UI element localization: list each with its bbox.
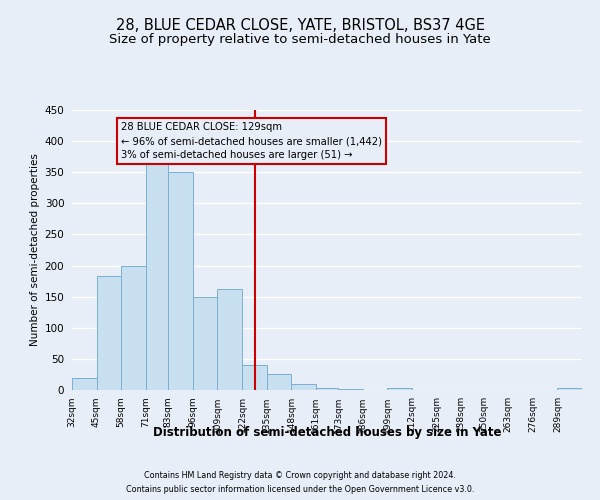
Bar	[217, 288, 242, 390]
Bar	[557, 388, 582, 390]
Bar	[169, 172, 193, 390]
Bar	[388, 388, 412, 390]
Bar	[72, 378, 97, 390]
Bar	[338, 389, 363, 390]
Bar	[97, 276, 121, 390]
Bar	[242, 365, 266, 390]
Bar	[291, 384, 316, 390]
Bar	[316, 388, 338, 390]
Text: Contains HM Land Registry data © Crown copyright and database right 2024.: Contains HM Land Registry data © Crown c…	[144, 472, 456, 480]
Text: Contains public sector information licensed under the Open Government Licence v3: Contains public sector information licen…	[126, 484, 474, 494]
Bar	[121, 266, 146, 390]
Text: Distribution of semi-detached houses by size in Yate: Distribution of semi-detached houses by …	[153, 426, 501, 439]
Bar	[146, 163, 169, 390]
Y-axis label: Number of semi-detached properties: Number of semi-detached properties	[31, 154, 40, 346]
Text: Size of property relative to semi-detached houses in Yate: Size of property relative to semi-detach…	[109, 32, 491, 46]
Text: 28 BLUE CEDAR CLOSE: 129sqm
← 96% of semi-detached houses are smaller (1,442)
3%: 28 BLUE CEDAR CLOSE: 129sqm ← 96% of sem…	[121, 122, 382, 160]
Text: 28, BLUE CEDAR CLOSE, YATE, BRISTOL, BS37 4GE: 28, BLUE CEDAR CLOSE, YATE, BRISTOL, BS3…	[115, 18, 485, 32]
Bar	[266, 374, 291, 390]
Bar	[193, 296, 217, 390]
